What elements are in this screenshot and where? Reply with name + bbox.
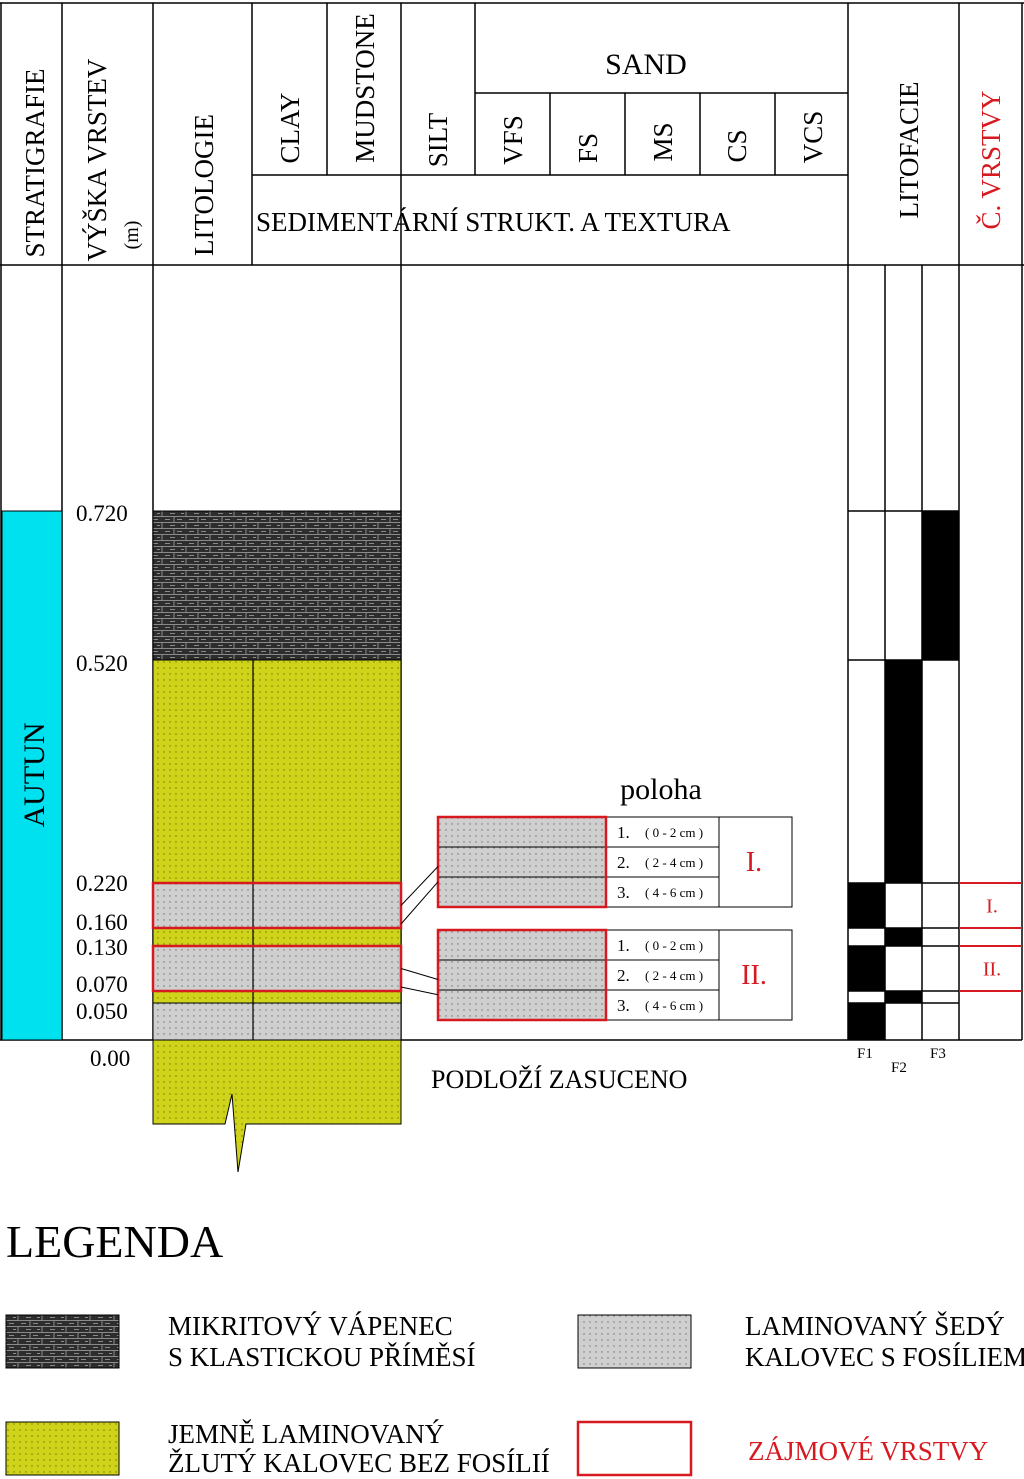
poloha-title: poloha: [620, 773, 702, 806]
poloha-row-range: ( 2 - 4 cm ): [645, 968, 703, 983]
poloha-group-highlight: [436, 928, 608, 1022]
poloha-row-number: 3.: [617, 883, 630, 902]
litofacie-column: [848, 510, 959, 1040]
header-vyska-unit: (m): [121, 221, 143, 250]
facies-interval-f3: [922, 511, 959, 660]
autun-bar: [1, 510, 63, 1041]
header-mudstone: MUDSTONE: [350, 13, 380, 163]
poloha-row-range: ( 4 - 6 cm ): [645, 885, 703, 900]
header-sand-vfs: VFS: [498, 115, 528, 165]
lithology-layer-grey: [152, 1002, 402, 1041]
legend: LEGENDA MIKRITOVÝ VÁPENEC S KLASTICKOU P…: [5, 1216, 1024, 1478]
depth-label: 0.130: [76, 935, 128, 960]
legend-swatch-limestone: [5, 1314, 120, 1369]
facies-label-f2: F2: [891, 1060, 907, 1076]
facies-interval-f2: [885, 991, 922, 1003]
legend-grey-line2: KALOVEC S FOSÍLIEMI: [745, 1342, 1024, 1372]
legend-yellow-line2: ŽLUTÝ KALOVEC BEZ FOSÍLIÍ: [168, 1448, 550, 1478]
header-clay: CLAY: [275, 92, 305, 163]
poloha-sample: [437, 816, 607, 848]
lithology-layer-grey: [152, 945, 402, 992]
header-vyska-vrstev: VÝŠKA VRSTEV: [82, 58, 112, 261]
depth-labels: 0.720 0.520 0.220 0.160 0.130 0.070 0.05…: [76, 501, 130, 1071]
legend-title: LEGENDA: [6, 1216, 223, 1267]
legend-yellow-line1: JEMNĚ LAMINOVANÝ: [168, 1419, 444, 1449]
legend-swatch-yellow: [5, 1421, 120, 1476]
poloha-group-label: I.: [746, 847, 762, 878]
lithology-layer-grey: [152, 882, 402, 929]
poloha-group-highlight: [436, 815, 608, 909]
interest-number-label: I.: [986, 896, 998, 918]
poloha-sample: [437, 989, 607, 1021]
lithology-column: [152, 510, 402, 1041]
legend-limestone-line1: MIKRITOVÝ VÁPENEC: [168, 1311, 453, 1341]
depth-label: 0.050: [76, 999, 128, 1024]
poloha-connector: [400, 968, 439, 980]
depth-label: 0.720: [76, 501, 128, 526]
depth-label: 0.00: [90, 1046, 130, 1071]
header-sand-cs: CS: [722, 129, 752, 162]
facies-interval-f2: [885, 928, 922, 946]
facies-label-f1: F1: [857, 1046, 873, 1062]
poloha-row-range: ( 2 - 4 cm ): [645, 855, 703, 870]
depth-label: 0.520: [76, 651, 128, 676]
depth-label: 0.070: [76, 972, 128, 997]
poloha-row-number: 1.: [617, 823, 630, 842]
depth-label: 0.220: [76, 871, 128, 896]
header-sand-vcs: VCS: [798, 111, 828, 164]
lithology-layer-yellow: [152, 659, 402, 884]
header-c-vrstvy: Č. VRSTVY: [976, 90, 1006, 229]
podlozi-note: PODLOŽÍ ZASUCENO: [431, 1065, 687, 1094]
header-sand-ms: MS: [648, 122, 678, 161]
poloha-group-label: II.: [741, 960, 767, 991]
header-sand: SAND: [605, 48, 687, 81]
lithology-layer-yellow: [152, 927, 402, 947]
poloha-row-number: 2.: [617, 966, 630, 985]
poloha-sample: [437, 959, 607, 991]
poloha-row-number: 2.: [617, 853, 630, 872]
header-silt: SILT: [423, 112, 453, 167]
header-labels: STRATIGRAFIE VÝŠKA VRSTEV (m) LITOLOGIE …: [20, 13, 1006, 261]
poloha-connector: [400, 866, 439, 906]
facies-interval-f1: [848, 1003, 885, 1040]
facies-interval-f1: [848, 883, 885, 928]
facies-label-f3: F3: [930, 1046, 946, 1062]
legend-limestone-line2: S KLASTICKOU PŘÍMĚSÍ: [168, 1342, 476, 1372]
header-sand-fs: FS: [573, 133, 603, 163]
facies-interval-f1: [848, 946, 885, 991]
poloha-connector: [400, 986, 439, 996]
poloha-row-range: ( 0 - 2 cm ): [645, 938, 703, 953]
poloha-row-number: 3.: [617, 996, 630, 1015]
poloha-sample: [437, 929, 607, 961]
layer-number-column: I. II.: [959, 882, 1022, 992]
legend-grey-line1: LAMINOVANÝ ŠEDÝ: [745, 1311, 1005, 1341]
lithology-layer-limestone: [152, 510, 402, 661]
legend-swatch-interest: [576, 1420, 693, 1477]
autun-label: AUTUN: [18, 723, 51, 828]
legend-swatch-grey: [577, 1314, 692, 1369]
poloha-sample: [437, 846, 607, 878]
header-litofacie: LITOFACIE: [894, 82, 924, 219]
poloha-connector: [400, 881, 439, 925]
depth-label: 0.160: [76, 910, 128, 935]
poloha-row-range: ( 4 - 6 cm ): [645, 998, 703, 1013]
header-sed-struktura: SEDIMENTÁRNÍ STRUKT. A TEXTURA: [256, 207, 731, 237]
poloha-sample: [437, 876, 607, 908]
lithology-layer-yellow: [152, 990, 402, 1004]
facies-interval-f2: [885, 660, 922, 883]
covered-base: [152, 1039, 402, 1173]
poloha-row-range: ( 0 - 2 cm ): [645, 825, 703, 840]
legend-interest-label: ZÁJMOVÉ VRSTVY: [748, 1436, 988, 1466]
interest-number-label: II.: [983, 959, 1001, 981]
header-stratigrafie: STRATIGRAFIE: [20, 68, 50, 257]
header-litologie: LITOLOGIE: [189, 114, 219, 256]
poloha-row-number: 1.: [617, 936, 630, 955]
poloha-detail: 1. ( 0 - 2 cm ) 2. ( 2 - 4 cm ) 3. ( 4 - 6 cm…: [400, 815, 793, 1022]
